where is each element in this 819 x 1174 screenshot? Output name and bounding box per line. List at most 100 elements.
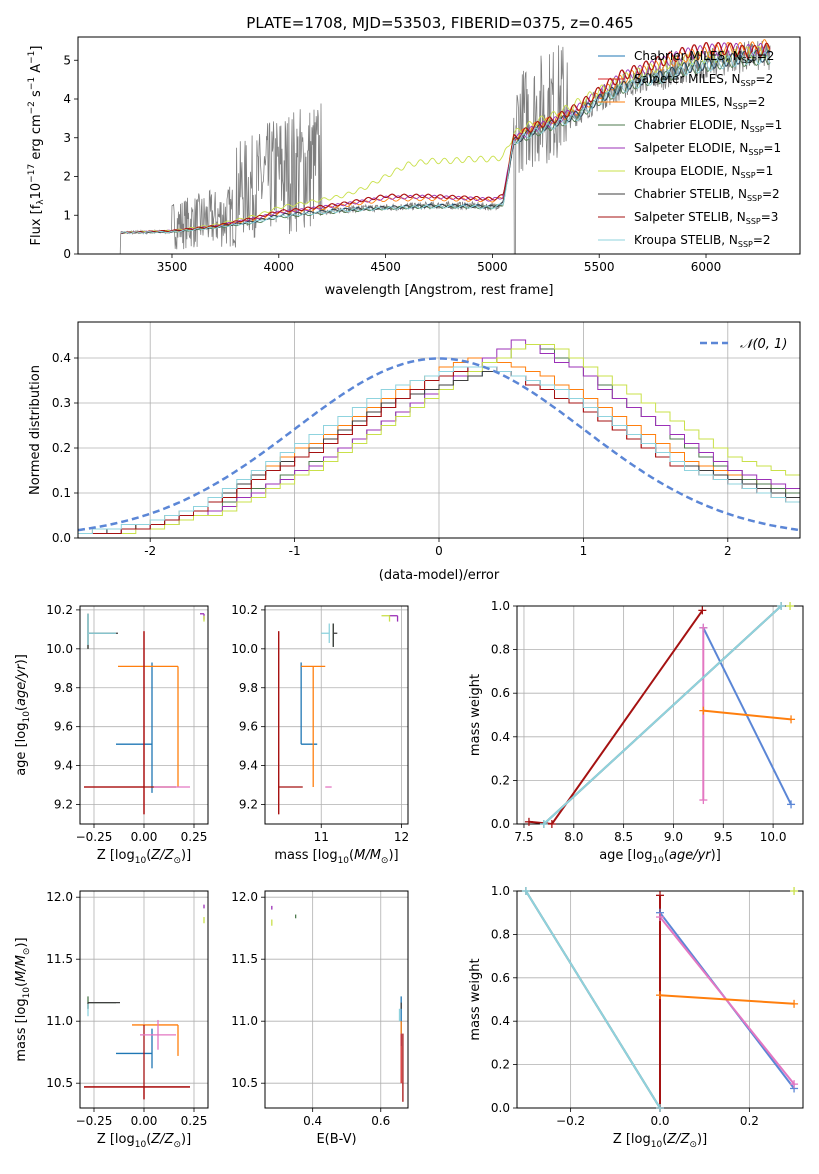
residuals-ytick-label: 0.0: [52, 531, 71, 545]
mass_vs_ebv-ytick-label: 11.5: [231, 952, 258, 966]
weight_vs_Z-ytick-label: 0.2: [491, 1058, 510, 1072]
spectrum-model-line: [120, 49, 771, 234]
legend-label: Chabrier STELIB, NSSP=2: [634, 187, 780, 203]
legend-label: Salpeter STELIB, NSSP=3: [634, 210, 778, 226]
errorbar-point: [140, 1019, 176, 1050]
errorbar-point: [381, 615, 391, 622]
spectrum-xtick-label: 3500: [157, 260, 188, 274]
mass_vs_ebv-xlabel: E(B-V): [316, 1132, 356, 1147]
age_vs_Z-plot-area: [84, 613, 205, 815]
weight-line: [703, 709, 792, 721]
spectrum-ylabel: Flux [fλ10−17 erg cm−2 s−1 A−1]: [27, 46, 46, 246]
spectrum-xlabel: wavelength [Angstrom, rest frame]: [325, 283, 554, 298]
spectrum-xtick-label: 4000: [264, 260, 295, 274]
age_vs_Z-frame: [79, 605, 209, 825]
errorbar-point: [118, 665, 179, 788]
residuals-xtick-label: -1: [289, 544, 301, 558]
spectrum-model-line: [120, 42, 771, 234]
spectrum-model-line: [120, 51, 771, 234]
age_vs_mass-ytick-label: 9.6: [239, 720, 258, 734]
errorbar-point: [87, 1001, 120, 1009]
errorbar-point: [87, 613, 118, 649]
weight_vs_age-ytick-label: 0.0: [491, 817, 510, 831]
mass_vs_ebv-xtick-label: 0.4: [303, 1114, 322, 1128]
age_vs_mass-ytick-label: 10.2: [231, 603, 258, 617]
age_vs_Z-xtick-label: 0.25: [181, 830, 208, 844]
mass_vs_ebv-frame: [264, 890, 409, 1109]
residuals-ytick-label: 0.3: [52, 396, 71, 410]
residual-histogram: [78, 344, 800, 538]
age_vs_mass-ytick-label: 9.4: [239, 759, 258, 773]
residuals-legend: 𝒩(0, 1): [700, 337, 787, 352]
mass_vs_Z-ytick-label: 11.0: [46, 1014, 73, 1028]
spectrum-axes: 3500 4000 4500 5000 5500 6000 0 1 2 3 4 5 Chabrier M…: [27, 36, 801, 298]
residuals-xtick-label: -2: [144, 544, 156, 558]
mass_vs_ebv-ytick-label: 10.5: [231, 1076, 258, 1090]
weight_vs_age-xtick-label: 9.5: [714, 830, 733, 844]
mass_vs_Z-xtick-label: 0.25: [181, 1114, 208, 1128]
errorbar-point: [389, 615, 399, 622]
weight_vs_Z-ytick-label: 1.0: [491, 884, 510, 898]
residuals-xlabel: (data-model)/error: [379, 568, 500, 583]
weight_vs_age-ytick-label: 0.2: [491, 773, 510, 787]
weight-line: [543, 606, 782, 824]
errorbar-point: [84, 1024, 190, 1100]
errorbar-point: [116, 662, 153, 793]
weight-line: [528, 609, 704, 824]
normal-curve-line: [78, 357, 800, 532]
age_vs_Z-xtick-label: −0.25: [76, 830, 113, 844]
age_vs_Z-ytick-label: 10.0: [46, 642, 73, 656]
mass_vs_Z-ytick-label: 11.5: [46, 952, 73, 966]
age_vs_mass-xlabel: mass [log10(M/M⊙)]: [274, 848, 398, 866]
mass_vs_Z-xtick-label: −0.25: [76, 1114, 113, 1128]
weight_vs_age-ylabel: mass weight: [468, 674, 483, 756]
spectrum-model-line: [120, 42, 771, 234]
errorbar-point: [278, 631, 303, 815]
mass_vs_ebv-plot-area: [271, 905, 404, 1102]
weight-line: [659, 916, 795, 1085]
residuals-xtick-label: 0: [435, 544, 443, 558]
legend-label: Salpeter ELODIE, NSSP=1: [634, 141, 781, 157]
legend-label: Kroupa ELODIE, NSSP=1: [634, 164, 773, 180]
residuals-ytick-label: 0.1: [52, 486, 71, 500]
weight_vs_Z-ytick-label: 0.0: [491, 1101, 510, 1115]
spectrum-xtick-label: 6000: [691, 260, 722, 274]
residuals-xtick-label: 2: [724, 544, 732, 558]
mass_vs_ebv-xtick-label: 0.6: [371, 1114, 390, 1128]
age_vs_mass-axes: 11 12 9.2 9.4 9.6 9.8 10.0 10.2 mass [log10(M/M⊙…: [231, 603, 409, 866]
weight_vs_age-ytick-label: 0.6: [491, 686, 510, 700]
errorbar-point: [87, 613, 116, 645]
legend-label: Kroupa MILES, NSSP=2: [634, 95, 765, 111]
legend-label: Kroupa STELIB, NSSP=2: [634, 233, 771, 249]
age_vs_mass-ytick-label: 10.0: [231, 642, 258, 656]
age_vs_Z-ytick-label: 9.2: [54, 798, 73, 812]
weight-line: [702, 627, 792, 805]
age_vs_mass-xtick-label: 12: [394, 830, 409, 844]
age_vs_Z-xlabel: Z [log10(Z/Z⊙)]: [97, 848, 191, 866]
errorbar-point: [87, 613, 116, 649]
mass_vs_ebv-ytick-label: 12.0: [231, 890, 258, 904]
mass_vs_Z-ytick-label: 10.5: [46, 1076, 73, 1090]
weight_vs_Z-xtick-label: 0.0: [650, 1114, 669, 1128]
weight_vs_age-plot-area: [528, 606, 792, 824]
spectrum-data-line: [103, 40, 771, 254]
age_vs_Z-xtick-label: 0.00: [131, 830, 158, 844]
errorbar-point: [301, 665, 326, 788]
figure-title: PLATE=1708, MJD=53503, FIBERID=0375, z=0…: [246, 14, 633, 32]
legend-label: Salpeter MILES, NSSP=2: [634, 72, 773, 88]
age_vs_Z-ytick-label: 10.2: [46, 603, 73, 617]
spectrum-plot-area: [103, 39, 771, 254]
weight_vs_age-xtick-label: 9.0: [664, 830, 683, 844]
weight_vs_age-ytick-label: 1.0: [491, 599, 510, 613]
spectrum-frame: [77, 36, 801, 255]
errorbar-point: [332, 623, 338, 647]
weight-line: [525, 891, 661, 1108]
residuals-ytick-label: 0.2: [52, 441, 71, 455]
mass_vs_ebv-ytick-label: 11.0: [231, 1014, 258, 1028]
weight_vs_Z-ytick-label: 0.6: [491, 971, 510, 985]
residuals-xtick-label: 1: [580, 544, 588, 558]
weight_vs_Z-xtick-label: 0.2: [740, 1114, 759, 1128]
residuals-ytick-label: 0.4: [52, 351, 71, 365]
